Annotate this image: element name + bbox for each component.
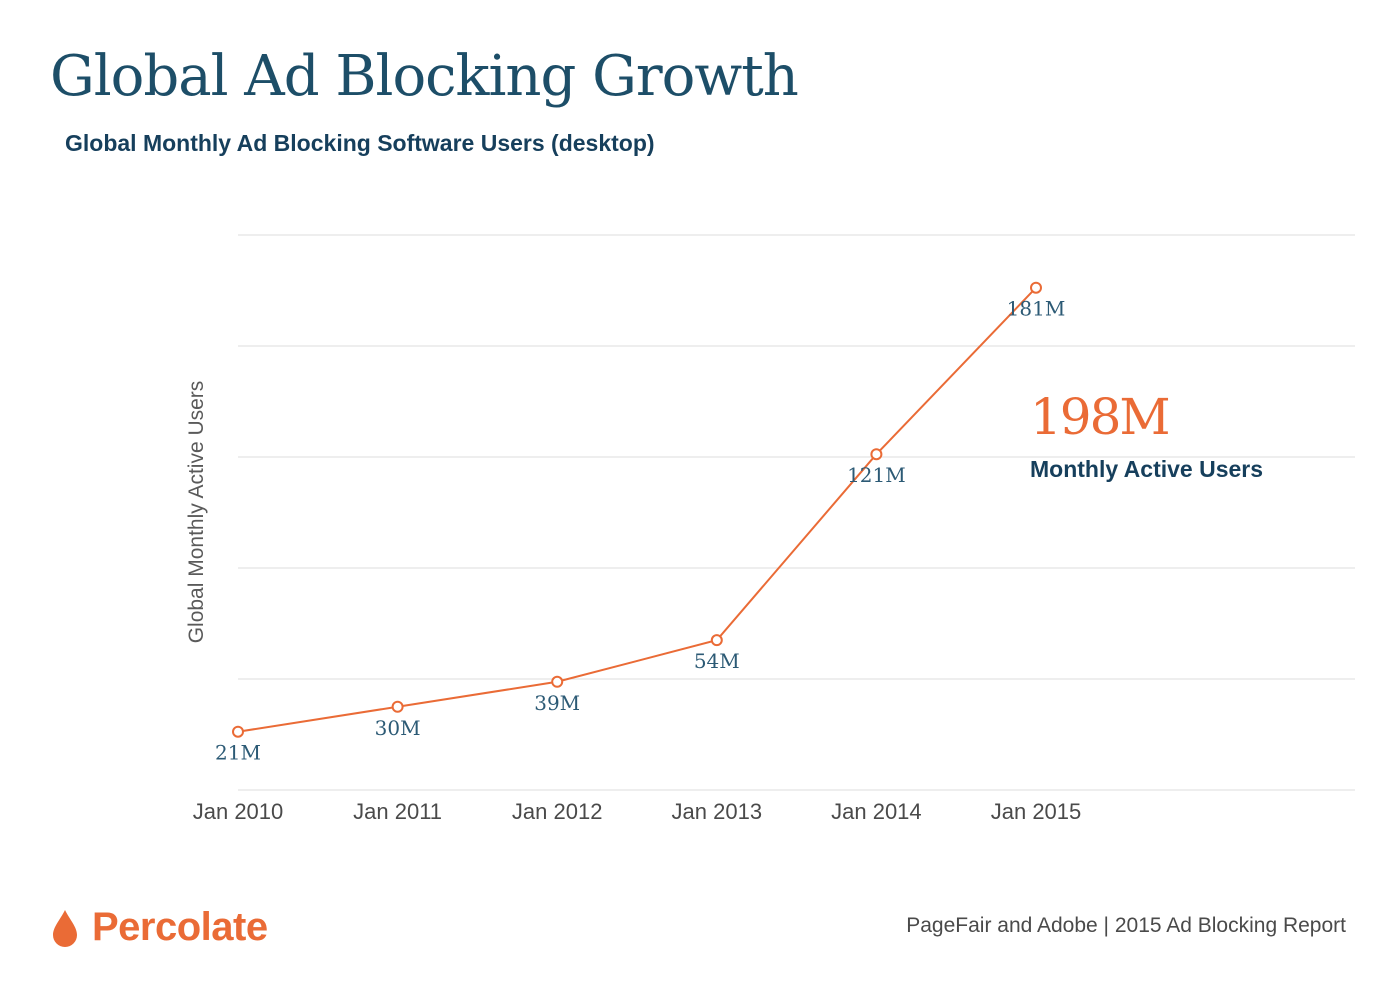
series-line-group (237, 287, 1037, 733)
x-axis-tick-labels: Jan 2010 Jan 2011 Jan 2012 Jan 2013 Jan 2014… (193, 799, 1082, 824)
data-label: 39M (534, 691, 580, 715)
x-tick-label: Jan 2010 (193, 799, 284, 824)
data-labels: 21M 30M 39M 54M 121M 181M (215, 297, 1065, 765)
data-point (551, 675, 564, 688)
line-chart: Jan 2010 Jan 2011 Jan 2012 Jan 2013 Jan 2014… (185, 234, 1355, 824)
data-point (391, 700, 404, 713)
x-tick-label: Jan 2013 (672, 799, 763, 824)
callout-value: 198M (1030, 388, 1171, 446)
data-label: 54M (694, 649, 740, 673)
data-point (870, 448, 883, 461)
data-label: 21M (215, 741, 261, 765)
brand-name: Percolate (92, 905, 268, 949)
x-tick-label: Jan 2014 (831, 799, 922, 824)
data-label: 121M (847, 463, 906, 487)
data-point (232, 725, 244, 738)
y-axis-label: Global Monthly Active Users (185, 381, 208, 644)
x-tick-label: Jan 2015 (991, 799, 1082, 824)
x-tick-label: Jan 2011 (353, 799, 442, 824)
page-title: Global Ad Blocking Growth (50, 44, 799, 109)
source-credit: PageFair and Adobe | 2015 Ad Blocking Re… (906, 914, 1346, 937)
series-line (237, 287, 1037, 733)
data-label: 181M (1007, 297, 1066, 321)
gridlines (238, 234, 1355, 791)
droplet-icon (53, 909, 77, 947)
callout-label: Monthly Active Users (1030, 456, 1264, 482)
data-points (232, 281, 1042, 738)
data-label: 30M (375, 716, 421, 740)
x-tick-label: Jan 2012 (512, 799, 603, 824)
data-point (1030, 281, 1042, 294)
chart-subtitle: Global Monthly Ad Blocking Software User… (65, 130, 655, 156)
brand-logo: Percolate (50, 905, 268, 950)
data-point (710, 634, 723, 647)
